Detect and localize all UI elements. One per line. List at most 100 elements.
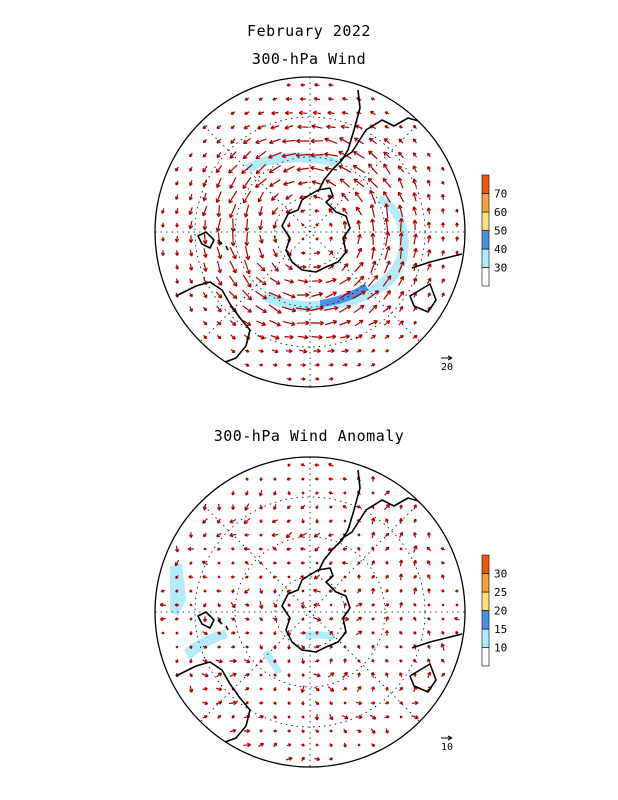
wind-top-vector bbox=[367, 163, 378, 175]
wind-bottom-vector bbox=[174, 545, 180, 553]
wind-bottom-vector bbox=[301, 491, 305, 495]
wind-bottom-vector bbox=[259, 519, 263, 524]
wind-top-vector bbox=[311, 278, 323, 284]
wind-bottom-vector bbox=[243, 546, 250, 551]
wind-bottom-vector bbox=[440, 658, 445, 664]
wind-top-vector bbox=[299, 264, 307, 270]
colorbar-bottom-swatch bbox=[481, 591, 490, 611]
wind-top-vector bbox=[268, 164, 282, 174]
wind-top-vector bbox=[216, 247, 223, 260]
wind-top-vector bbox=[323, 305, 339, 311]
wind-top-vector bbox=[313, 348, 321, 354]
wind-bottom-vector bbox=[412, 658, 418, 663]
wind-top-vector bbox=[285, 194, 293, 200]
wind-map-top bbox=[154, 76, 466, 388]
wind-bottom-vector bbox=[217, 645, 221, 649]
wind-bottom-vector bbox=[300, 504, 306, 510]
wind-bottom-vector bbox=[287, 490, 291, 496]
wind-bottom-vector bbox=[343, 491, 347, 495]
wind-top-vector bbox=[382, 177, 392, 188]
wind-bottom-vector bbox=[411, 715, 419, 720]
wind-top-vector bbox=[310, 305, 324, 312]
wind-top-vector bbox=[284, 334, 294, 340]
wind-bottom-vector bbox=[300, 463, 306, 467]
colorbar-top-swatch bbox=[481, 174, 490, 194]
wind-top-vector bbox=[243, 259, 251, 275]
wind-bottom-vector bbox=[413, 559, 418, 567]
wind-bottom-vector bbox=[371, 603, 375, 607]
wind-bottom-vector bbox=[175, 631, 179, 635]
wind-bottom-vector bbox=[313, 672, 321, 678]
wind-bottom-vector bbox=[203, 602, 207, 608]
wind-bottom-vector bbox=[329, 743, 333, 748]
wind-bottom-vector bbox=[202, 503, 207, 511]
wind-bottom-vector bbox=[160, 589, 166, 593]
reference-vector-top: 20 bbox=[441, 355, 453, 373]
map-boundary-bottom bbox=[154, 456, 466, 768]
wind-top-vector bbox=[368, 304, 378, 314]
wind-bottom-vector bbox=[216, 532, 222, 538]
wind-top-vector bbox=[188, 207, 194, 216]
wind-bottom-vector bbox=[328, 491, 334, 495]
wind-top-vector bbox=[315, 237, 319, 241]
wind-bottom-vector bbox=[245, 575, 249, 579]
wind-top-vector bbox=[328, 363, 334, 367]
wind-bottom-vector bbox=[369, 714, 377, 720]
wind-top-vector bbox=[310, 165, 324, 172]
wind-bottom-vector bbox=[245, 645, 249, 649]
wind-bottom-vector bbox=[441, 603, 445, 607]
wind-bottom-vector bbox=[343, 701, 347, 705]
wind-bottom-vector bbox=[371, 560, 375, 566]
wind-bottom-vector bbox=[301, 673, 305, 677]
wind-bottom-vector bbox=[259, 588, 263, 594]
wind-bottom-vector bbox=[427, 644, 431, 650]
wind-top-vector bbox=[324, 152, 338, 157]
wind-bottom-vector bbox=[427, 603, 431, 607]
wind-bottom-vector bbox=[385, 574, 389, 580]
wind-bottom-vector bbox=[315, 561, 319, 565]
wind-bottom-vector bbox=[228, 700, 238, 706]
wind-bottom-vector bbox=[371, 743, 376, 747]
wind-top-vector bbox=[412, 334, 418, 339]
wind-bottom-vector bbox=[328, 533, 334, 537]
wind-top-vector bbox=[326, 124, 336, 130]
wind-top-vector bbox=[189, 306, 193, 312]
wind-bottom-vector bbox=[259, 504, 263, 510]
wind-top-vector bbox=[202, 219, 208, 231]
wind-top-vector bbox=[441, 278, 445, 284]
wind-bottom-vector bbox=[230, 617, 236, 621]
wind-vectors-top bbox=[160, 83, 459, 381]
wind-top-vector bbox=[329, 236, 333, 242]
wind-top-vector bbox=[230, 138, 236, 144]
wind-top-vector bbox=[370, 260, 377, 274]
wind-bottom-vector bbox=[175, 589, 179, 593]
wind-bottom-vector bbox=[159, 602, 166, 607]
wind-top-vector bbox=[328, 250, 334, 256]
wind-bottom-vector bbox=[371, 701, 376, 705]
wind-bottom-vector bbox=[244, 588, 250, 594]
wind-bottom-vector bbox=[314, 686, 320, 692]
colorbar-bottom-swatch bbox=[481, 573, 490, 593]
wind-bottom-vector bbox=[301, 477, 305, 481]
wind-bottom-vector bbox=[455, 630, 459, 636]
wind-bottom-vector bbox=[189, 603, 193, 607]
wind-bottom-vector bbox=[160, 617, 166, 621]
wind-bottom-vector bbox=[327, 686, 335, 692]
wind-top-vector bbox=[385, 231, 391, 247]
wind-top-vector bbox=[413, 247, 418, 258]
wind-top-vector bbox=[244, 232, 250, 247]
wind-top-vector bbox=[242, 274, 252, 288]
wind-top-vector bbox=[258, 234, 264, 244]
wind-bottom-vector bbox=[230, 645, 236, 649]
wind-top-vector bbox=[384, 111, 390, 115]
wind-top-vector bbox=[384, 125, 390, 129]
wind-top-vector bbox=[188, 235, 194, 243]
wind-top-vector bbox=[455, 236, 459, 242]
wind-top-vector bbox=[352, 290, 366, 300]
wind-bottom-vector bbox=[259, 575, 263, 579]
wind-top-vector bbox=[188, 193, 193, 201]
wind-bottom-vector bbox=[300, 631, 306, 635]
wind-top-vector bbox=[310, 138, 324, 144]
wind-top-vector bbox=[272, 249, 278, 258]
wind-top-vector bbox=[216, 125, 222, 130]
